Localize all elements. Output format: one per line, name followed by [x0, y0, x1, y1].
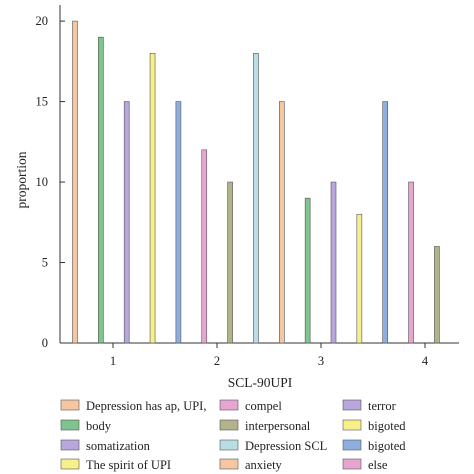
- bar-bigoted: [175, 101, 182, 344]
- tick-labels: 0 5 10 15 20 1 2 3 4: [36, 14, 429, 368]
- legend-swatch: [219, 419, 239, 431]
- legend-swatch: [342, 439, 362, 451]
- legend-item: bigoted: [342, 439, 406, 453]
- y-tick-label: 5: [42, 256, 48, 270]
- x-axis-label: SCL-90UPI: [228, 375, 293, 390]
- x-tick-label: 2: [214, 354, 220, 368]
- legend-item: anxiety: [219, 458, 283, 472]
- bar-body: [98, 36, 104, 344]
- legend-label: Depression has ap, UPI,: [86, 399, 206, 413]
- legend-item: bigoted: [342, 419, 406, 433]
- legend-label: anxiety: [245, 458, 283, 472]
- legend-label: bigoted: [368, 419, 406, 433]
- bar-somatization: [123, 101, 130, 344]
- y-tick-label: 20: [36, 14, 49, 28]
- legend-label: bigoted: [368, 439, 406, 453]
- bar-the-spirit-of-upi: [149, 52, 156, 344]
- legend-swatch: [60, 439, 80, 451]
- legend-item: Depression SCL: [219, 439, 327, 453]
- legend-swatch: [219, 458, 239, 470]
- bar-body: [304, 197, 311, 344]
- legend-label: interpersonal: [245, 419, 311, 433]
- bar-interpersonal: [434, 246, 440, 344]
- legend-item: The spirit of UPI: [60, 458, 171, 472]
- legend-swatch: [60, 419, 80, 431]
- legend-item: terror: [342, 399, 397, 413]
- y-axis-label: proportion: [14, 151, 29, 208]
- y-tick-label: 10: [36, 175, 49, 189]
- bar-else: [408, 181, 414, 344]
- bar-bigoted: [382, 101, 389, 344]
- legend-label: somatization: [86, 439, 151, 453]
- x-tick-label: 3: [318, 354, 324, 368]
- bar-anxiety: [278, 101, 285, 344]
- legend-label: compel: [245, 399, 282, 413]
- legend-swatch: [60, 458, 80, 470]
- legend-swatch: [219, 439, 239, 451]
- bar-depression-has-ap-upi: [72, 20, 78, 344]
- bar-compel: [201, 149, 208, 344]
- legend-item: Depression has ap, UPI,: [60, 399, 206, 413]
- bar-depression-scl: [253, 52, 259, 344]
- legend-item: else: [342, 458, 388, 472]
- bar-bigoted: [356, 213, 363, 344]
- legend-item: interpersonal: [219, 419, 311, 433]
- legend-label: else: [368, 458, 388, 472]
- legend-swatch: [342, 458, 362, 470]
- axes: [59, 5, 459, 348]
- bar-interpersonal: [227, 181, 233, 344]
- legend-label: body: [86, 419, 112, 433]
- legend-swatch: [60, 399, 80, 411]
- legend-swatch: [219, 399, 239, 411]
- legend-label: Depression SCL: [245, 439, 327, 453]
- legend-swatch: [342, 419, 362, 431]
- legend-item: somatization: [60, 439, 151, 453]
- legend-item: body: [60, 419, 112, 433]
- y-tick-label: 15: [36, 95, 49, 109]
- legend-item: compel: [219, 399, 282, 413]
- x-tick-label: 4: [422, 354, 429, 368]
- legend-label: The spirit of UPI: [86, 458, 171, 472]
- bars: [72, 20, 440, 344]
- legend-swatch: [342, 399, 362, 411]
- legend: Depression has ap, UPI, compel terror body i…: [60, 399, 406, 472]
- x-tick-label: 1: [110, 354, 116, 368]
- legend-label: terror: [368, 399, 397, 413]
- y-tick-label: 0: [42, 336, 48, 350]
- bar-terror: [330, 181, 337, 344]
